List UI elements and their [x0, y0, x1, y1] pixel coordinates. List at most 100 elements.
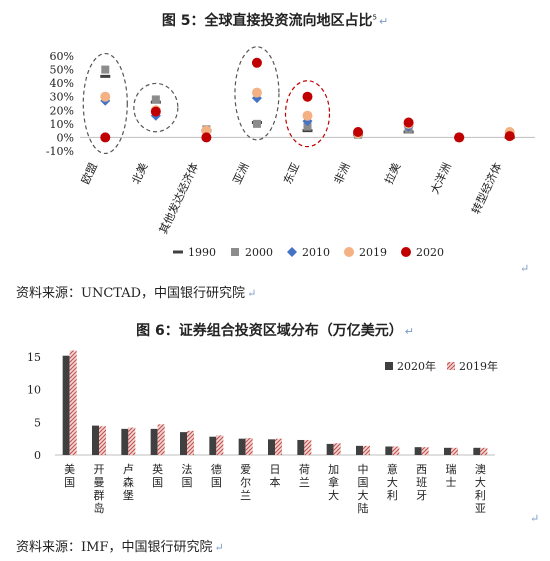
point-2000 — [252, 119, 261, 128]
x-category-label: 瑞士 — [446, 462, 457, 489]
point-2020 — [201, 132, 212, 143]
legend-marker-1990 — [173, 250, 183, 254]
x-category-label: 欧盟 — [79, 161, 100, 186]
x-category-label: 其他发达经济体 — [156, 160, 201, 236]
x-category-label: 德国 — [211, 462, 222, 489]
x-category-label: 卢森堡 — [123, 463, 134, 502]
y-tick-label: 5 — [34, 416, 41, 429]
point-2020 — [403, 117, 414, 128]
y-tick-label: 60% — [50, 50, 74, 63]
y-tick-label: 10% — [50, 118, 74, 131]
point-2010 — [251, 93, 262, 104]
legend-label: 2019 — [359, 246, 387, 259]
bar-2019 — [99, 426, 106, 455]
point-2020 — [302, 91, 313, 102]
legend-label: 2020年 — [397, 359, 436, 373]
bar-2019 — [451, 447, 458, 455]
bar-2019 — [363, 445, 370, 455]
figure5-source: 资料来源：UNCTAD，中国银行研究院 ↵ — [16, 282, 256, 301]
highlight-ellipse-北美 — [133, 82, 179, 133]
x-category-label: 澳大利亚 — [475, 463, 486, 515]
y-tick-label: 10 — [27, 384, 41, 397]
figure6-source: 资料来源：IMF，中国银行研究院 ↵ — [16, 536, 224, 555]
bar-2020 — [356, 445, 363, 455]
bar-2019 — [480, 447, 488, 455]
bar-2019 — [69, 350, 77, 455]
bar-2020 — [150, 428, 158, 455]
y-tick-label: 30% — [50, 91, 74, 104]
bar-2020 — [473, 447, 481, 455]
x-category-label: 北美 — [129, 161, 150, 186]
bar-2019 — [216, 435, 224, 455]
bar-2020 — [444, 447, 451, 455]
legend-label: 1990 — [188, 246, 216, 259]
bar-2019 — [157, 424, 165, 455]
point-2020 — [454, 132, 465, 143]
legend-marker-2000 — [231, 248, 239, 256]
legend-marker-2010 — [287, 247, 297, 257]
legend-label: 2019年 — [459, 359, 498, 373]
x-category-label: 加拿大 — [328, 463, 339, 502]
legend-swatch-2020 — [385, 362, 393, 370]
legend-label: 2010 — [302, 246, 330, 259]
x-category-label: 开曼群岛 — [94, 463, 105, 515]
bar-2019 — [187, 430, 194, 455]
point-1990 — [302, 129, 313, 133]
bar-2019 — [275, 438, 282, 455]
point-2019 — [251, 87, 262, 98]
bar-2020 — [209, 436, 217, 455]
bar-2019 — [245, 438, 253, 455]
paragraph-mark-icon: ↵ — [214, 541, 224, 554]
point-1990 — [100, 74, 111, 78]
paragraph-mark-icon: ↵ — [378, 15, 389, 28]
y-tick-label: 40% — [50, 77, 74, 90]
legend-swatch-2019 — [447, 362, 455, 370]
x-category-label: 爱尔兰 — [240, 463, 251, 502]
y-tick-label: 20% — [50, 104, 74, 117]
paragraph-mark-icon: ↵ — [520, 262, 530, 275]
y-tick-label: 50% — [50, 64, 74, 77]
point-2020 — [100, 132, 111, 143]
x-category-label: 转型经济体 — [469, 160, 505, 216]
figure5-title-text: 图 5：全球直接投资流向地区占比 — [161, 13, 373, 29]
bar-2020 — [385, 446, 393, 455]
bar-2019 — [392, 446, 400, 455]
x-category-label: 英国 — [152, 462, 163, 489]
scatter-chart-fdi-share: -10%0%10%20%30%40%50%60% 欧盟 北美 其他发达经济体 亚洲 东亚 非… — [46, 46, 535, 259]
point-2019 — [100, 91, 111, 102]
bar-2020 — [268, 439, 275, 455]
x-category-label: 意大利 — [387, 462, 398, 502]
y-tick-label: -10% — [46, 145, 74, 158]
bar-2020 — [180, 432, 187, 455]
paragraph-mark-icon: ↵ — [404, 325, 414, 338]
figure6-source-text: 资料来源：IMF，中国银行研究院 — [16, 540, 213, 555]
point-2000 — [101, 65, 110, 74]
figure5-title: 图 5：全球直接投资流向地区占比5 ↵ — [0, 10, 550, 30]
x-category-label: 东亚 — [281, 161, 302, 186]
bar-2020 — [414, 447, 422, 455]
x-category-label: 亚洲 — [231, 161, 252, 186]
point-2020 — [504, 131, 515, 142]
y-tick-label: 0% — [57, 131, 74, 144]
x-category-label: 美国 — [64, 463, 75, 489]
x-category-label: 大洋洲 — [427, 160, 454, 196]
point-2020 — [150, 106, 161, 117]
figure6-title: 图 6：证券组合投资区域分布（万亿美元） ↵ — [0, 320, 550, 340]
y-tick-label: 0 — [34, 449, 41, 462]
footnote-superscript: 5 — [372, 13, 377, 22]
point-2000 — [303, 122, 312, 131]
x-category-label: 日本 — [270, 463, 281, 489]
bar-2019 — [304, 439, 312, 455]
x-category-label: 中国大陆 — [358, 463, 369, 515]
legend-marker-2019 — [344, 247, 354, 257]
bar-2019 — [421, 447, 429, 455]
legend-label: 2000 — [245, 246, 273, 259]
figure6-title-text: 图 6：证券组合投资区域分布（万亿美元） — [136, 323, 403, 339]
x-category-label: 非洲 — [332, 161, 353, 186]
x-category-label: 西班牙 — [416, 463, 427, 502]
point-2019 — [302, 110, 313, 121]
paragraph-mark-icon: ↵ — [247, 287, 257, 300]
y-tick-label: 15 — [27, 351, 41, 364]
legend-label: 2020 — [416, 246, 444, 259]
